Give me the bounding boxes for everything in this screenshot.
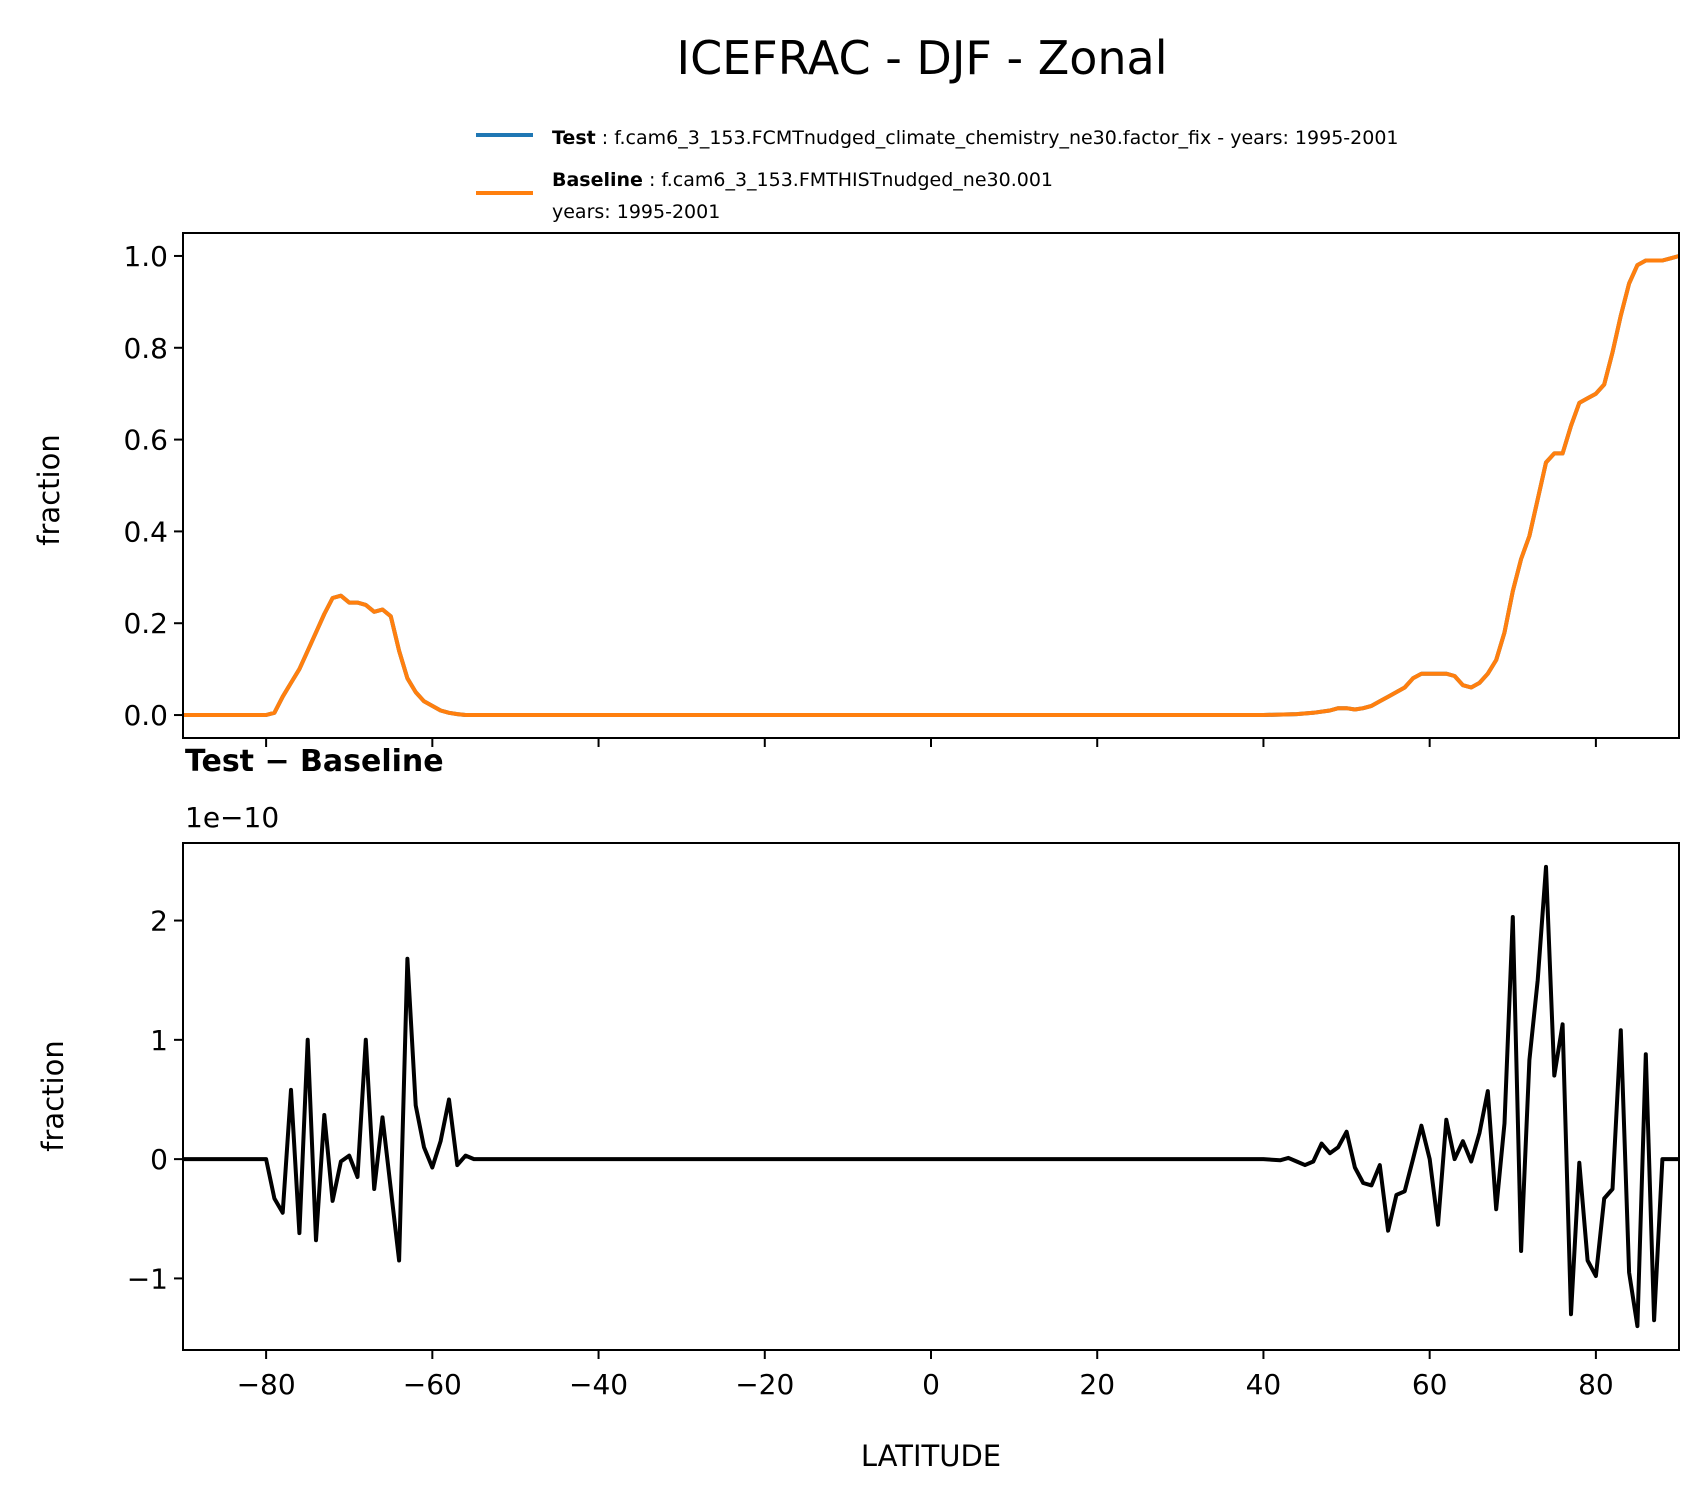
legend-text-baseline-years: years: 1995-2001	[552, 201, 720, 223]
bottom-title: Test − Baseline	[185, 744, 444, 779]
bottom-xtick-label: 60	[1412, 1368, 1448, 1401]
top-ytick-label: 0.0	[123, 699, 168, 732]
legend-sep-test: :	[596, 127, 614, 149]
bottom-ylabel: fraction	[36, 1040, 70, 1151]
bottom-xtick-label: 20	[1079, 1368, 1115, 1401]
bottom-ytick-label: −1	[127, 1262, 168, 1295]
bottom-offset-label: 1e−10	[185, 801, 279, 834]
bottom-ytick-label: 2	[150, 905, 168, 938]
top-series-line-1	[183, 254, 1680, 717]
top-ytick-label: 1.0	[123, 240, 168, 273]
top-ylabel: fraction	[32, 434, 66, 545]
legend-name-test: Test	[552, 127, 596, 149]
legend-text-baseline: f.cam6_3_153.FMTHISTnudged_ne30.001	[661, 169, 1053, 191]
bottom-ticks-group: −1 0 1 2 −80 −60 −40 −20 0 20 40 60 80	[127, 905, 1614, 1401]
top-ytick-label: 0.8	[123, 332, 168, 365]
top-ticks-group: 0.0 0.2 0.4 0.6 0.8 1.0	[123, 240, 1597, 747]
bottom-xtick-label: −60	[403, 1368, 462, 1401]
legend-text-test: f.cam6_3_153.FCMTnudged_climate_chemistr…	[614, 127, 1398, 149]
top-series-group	[183, 254, 1680, 717]
bottom-series-line-0	[183, 864, 1679, 1329]
legend: Test : f.cam6_3_153.FCMTnudged_climate_c…	[476, 127, 1399, 223]
top-ytick-label: 0.2	[123, 607, 168, 640]
top-series-line-0	[183, 254, 1680, 717]
bottom-xlabel: LATITUDE	[861, 1439, 1001, 1473]
bottom-xtick-label: −80	[237, 1368, 296, 1401]
top-panel: 0.0 0.2 0.4 0.6 0.8 1.0 fraction	[32, 232, 1680, 747]
bottom-series-group	[183, 864, 1679, 1329]
legend-entry-test: Test : f.cam6_3_153.FCMTnudged_climate_c…	[552, 127, 1399, 149]
legend-name-baseline: Baseline	[552, 169, 643, 191]
bottom-xtick-label: 0	[922, 1368, 940, 1401]
bottom-panel: Test − Baseline 1e−10 −1 0 1 2 −80 −60 −40 −20 0…	[36, 744, 1680, 1473]
bottom-xtick-label: 40	[1246, 1368, 1282, 1401]
bottom-xtick-label: −20	[735, 1368, 794, 1401]
figure-title: ICEFRAC - DJF - Zonal	[677, 31, 1168, 85]
top-ytick-label: 0.6	[123, 424, 168, 457]
legend-entry-baseline: Baseline : f.cam6_3_153.FMTHISTnudged_ne…	[552, 169, 1053, 191]
legend-sep-baseline: :	[643, 169, 661, 191]
bottom-xtick-label: −40	[569, 1368, 628, 1401]
top-ytick-label: 0.4	[123, 515, 168, 548]
bottom-ytick-label: 0	[150, 1143, 168, 1176]
bottom-xtick-label: 80	[1578, 1368, 1614, 1401]
bottom-ytick-label: 1	[150, 1024, 168, 1057]
bottom-axes-frame	[182, 842, 1680, 1351]
top-axes-frame	[182, 232, 1680, 739]
